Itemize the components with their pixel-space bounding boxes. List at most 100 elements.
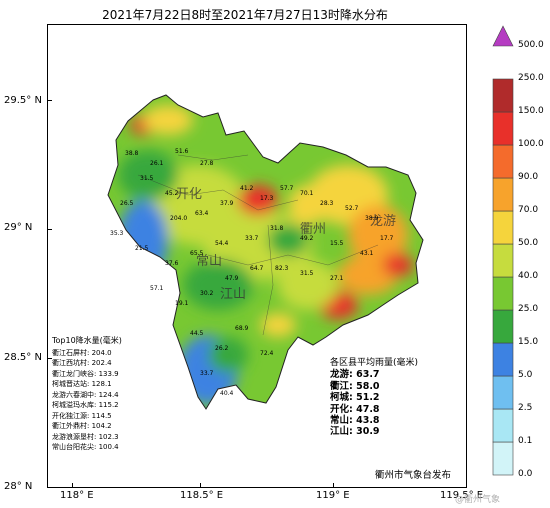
top10-row: 衢江石屏村: 204.0 — [52, 348, 112, 357]
top10-row: 柯城晋达站: 128.1 — [52, 380, 112, 388]
legend-swatch — [492, 210, 514, 245]
map-title: 2021年7月22日8时至2021年7月27日13时降水分布 — [102, 8, 388, 22]
legend-label: 2.5 — [518, 403, 533, 413]
station-value: 38.9 — [365, 215, 379, 222]
station-value: 27.1 — [330, 275, 344, 282]
lon-label: 119.5° E — [440, 490, 484, 501]
station-value: 37.6 — [165, 260, 179, 267]
station-value: 27.8 — [200, 160, 214, 167]
county-average-row: 开化: 47.8 — [330, 403, 380, 415]
lon-tick — [200, 483, 201, 488]
legend-label: 150.0 — [518, 106, 544, 116]
legend-label: 5.0 — [518, 370, 533, 380]
county-label: 江山 — [220, 287, 247, 302]
station-value: 70.1 — [300, 190, 314, 197]
station-value: 52.7 — [345, 205, 359, 212]
station-value: 15.5 — [330, 240, 344, 247]
station-value: 17.7 — [380, 235, 394, 242]
county-label: 常山 — [196, 254, 223, 269]
lat-tick — [47, 229, 52, 230]
county-average-row: 江山: 30.9 — [330, 426, 380, 438]
county-average-panel: 各区县平均雨量(毫米) 龙游: 63.7 衢江: 58.0 柯城: 51.2 开… — [330, 358, 418, 438]
station-value: 63.4 — [195, 210, 209, 217]
legend-swatch — [492, 111, 514, 146]
lat-label: 28.5° N — [4, 352, 42, 363]
lon-tick — [333, 483, 334, 488]
county-label: 开化 — [176, 187, 203, 202]
lat-tick — [47, 358, 52, 359]
station-value: 33.7 — [200, 370, 214, 377]
station-value: 26.1 — [150, 160, 164, 167]
station-value: 82.3 — [275, 265, 289, 272]
legend-swatch — [492, 25, 514, 47]
station-value: 49.2 — [300, 235, 314, 242]
county-average-row: 常山: 43.8 — [330, 415, 380, 427]
station-value: 43.1 — [360, 250, 374, 257]
region-outline — [107, 94, 424, 410]
top10-row: 常山台阳花尖: 100.4 — [52, 443, 119, 451]
county-average-row: 柯城: 51.2 — [330, 392, 380, 404]
station-value: 33.7 — [245, 235, 259, 242]
legend-swatch — [492, 144, 514, 179]
lon-label: 119° E — [316, 490, 350, 501]
station-value: 19.1 — [175, 300, 189, 307]
station-value: 26.2 — [215, 345, 229, 352]
legend-label: 15.0 — [518, 337, 539, 347]
legend-swatch — [492, 78, 514, 113]
station-value: 51.6 — [175, 148, 189, 155]
map-frame — [47, 24, 467, 488]
station-value: 17.3 — [260, 195, 274, 202]
lon-label: 118° E — [60, 490, 94, 501]
station-value: 35.3 — [110, 230, 124, 237]
station-value: 40.4 — [220, 390, 234, 397]
legend-label: 250.0 — [518, 73, 544, 83]
station-value: 64.7 — [250, 265, 264, 272]
legend-label: 90.0 — [518, 172, 539, 182]
station-value: 26.5 — [120, 200, 134, 207]
station-value: 30.2 — [200, 290, 214, 297]
county-average-row: 龙游: 63.7 — [330, 369, 380, 381]
station-value: 45.2 — [165, 190, 179, 197]
top10-row: 开化独江源: 114.5 — [52, 411, 112, 420]
legend-swatch — [492, 309, 514, 344]
station-value: 31.5 — [140, 175, 154, 182]
publisher-label: 衢州市气象台发布 — [375, 470, 452, 481]
station-value: 37.9 — [220, 200, 234, 207]
station-value: 31.8 — [270, 225, 284, 232]
station-value: 72.4 — [260, 350, 274, 357]
station-value: 28.3 — [320, 200, 334, 207]
precip-map — [107, 94, 424, 410]
legend-swatch — [492, 408, 514, 443]
county-average-header: 各区县平均雨量(毫米) — [330, 358, 419, 368]
top10-header: Top10降水量(毫米) — [52, 336, 122, 345]
top10-row: 衢江龙门峡谷: 133.9 — [52, 369, 119, 378]
color-legend — [492, 25, 514, 476]
lat-tick — [47, 100, 52, 101]
legend-label: 0.0 — [518, 469, 533, 479]
legend-label: 25.0 — [518, 304, 539, 314]
legend-swatch — [492, 276, 514, 311]
top10-row: 衢江西坑村: 202.4 — [52, 359, 112, 367]
county-label: 衢州 — [300, 222, 327, 237]
legend-label: 40.0 — [518, 271, 539, 281]
station-value: 204.0 — [170, 215, 188, 222]
legend-swatch — [492, 375, 514, 410]
legend-swatch — [492, 243, 514, 278]
top10-panel: Top10降水量(毫米) 衢江石屏村: 204.0 衢江西坑村: 202.4 衢… — [52, 336, 122, 453]
station-value: 47.9 — [225, 275, 239, 282]
legend-label: 70.0 — [518, 205, 539, 215]
lon-label: 118.5° E — [180, 490, 224, 501]
county-average-row: 衢江: 58.0 — [330, 380, 380, 392]
top10-row: 柯城溢玛水库: 115.2 — [52, 401, 119, 409]
lat-label: 29° N — [4, 222, 33, 233]
station-value: 38.8 — [125, 150, 139, 157]
legend-label: 50.0 — [518, 238, 539, 248]
lat-label: 28° N — [4, 481, 33, 492]
county-label: 龙游 — [370, 214, 397, 229]
station-value: 31.5 — [300, 270, 314, 277]
station-value: 21.5 — [135, 245, 149, 252]
top10-row: 龙游浪源垦村: 102.3 — [52, 432, 119, 441]
station-value: 44.5 — [190, 330, 204, 337]
station-value: 41.2 — [240, 185, 254, 192]
legend-swatch — [492, 441, 514, 476]
